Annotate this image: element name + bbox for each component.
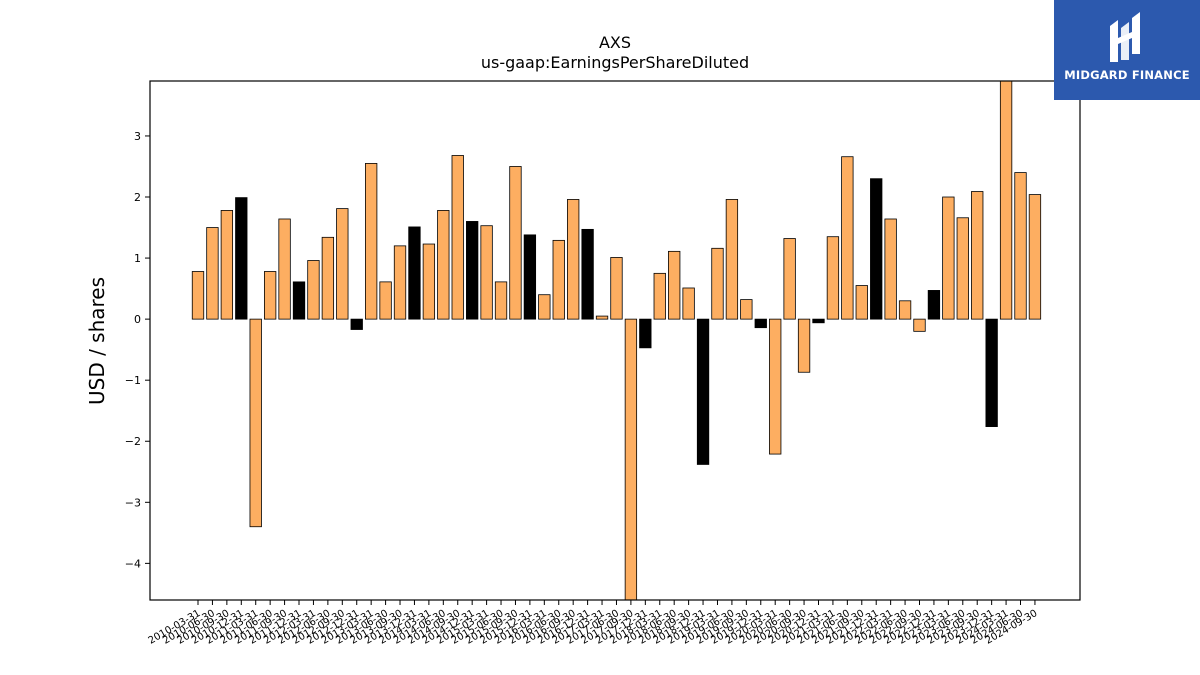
bar-2022-09-30: [913, 318, 926, 332]
bar-2019-03-31: [711, 247, 724, 320]
bar-2019-09-30: [740, 299, 753, 320]
bar-2010-12-31: [235, 197, 248, 320]
bar-2010-09-30: [220, 210, 234, 320]
bar-2023-09-30: [971, 191, 984, 320]
bar-2022-06-30: [898, 300, 912, 320]
bar-2020-09-30: [797, 318, 811, 373]
plot-frame: [149, 80, 1081, 601]
bar-2023-06-30: [956, 217, 969, 320]
midgard-logo-icon: [1110, 12, 1140, 62]
bar-2016-03-31: [538, 294, 551, 320]
bar-2014-09-30: [451, 155, 464, 320]
bar-2020-06-30: [783, 238, 796, 320]
bar-2018-03-31: [653, 272, 666, 320]
y-tick-label: −3: [125, 496, 141, 509]
bar-2021-06-30: [841, 156, 854, 320]
bar-2013-06-30: [379, 281, 392, 320]
bar-2011-06-30: [263, 271, 277, 320]
bar-2018-06-30: [668, 250, 681, 320]
bar-2023-03-31: [942, 196, 955, 320]
bar-2015-09-30: [509, 166, 522, 320]
bar-2010-06-30: [206, 227, 219, 320]
bar-2011-03-31: [249, 318, 262, 528]
bar-2021-12-31: [870, 178, 883, 320]
y-tick-label: 2: [134, 191, 141, 204]
bar-2012-06-30: [321, 236, 335, 320]
bar-2012-03-31: [307, 260, 320, 320]
bar-2014-06-30: [437, 210, 450, 320]
bar-2022-12-31: [927, 290, 941, 320]
y-tick-label: 0: [134, 313, 141, 326]
bar-2018-12-31: [696, 318, 710, 465]
y-tick-label: −2: [125, 435, 141, 448]
bar-2015-06-30: [494, 281, 508, 320]
brand-logo: MIDGARD FINANCE: [1054, 0, 1200, 100]
bar-2019-12-31: [754, 318, 767, 329]
y-tick-label: −1: [125, 374, 141, 387]
bar-2013-12-31: [408, 226, 421, 320]
bar-2024-06-30: [1014, 172, 1027, 320]
bar-2023-12-31: [985, 318, 998, 427]
y-tick-label: 1: [134, 252, 141, 265]
bar-2022-03-31: [884, 218, 897, 320]
bar-2012-09-30: [336, 208, 349, 320]
bar-2024-09-30: [1028, 194, 1042, 320]
bar-2019-06-30: [725, 199, 739, 320]
bar-2017-03-31: [595, 315, 609, 320]
bar-2013-09-30: [393, 245, 407, 320]
y-axis: −4 −3 −2 −1 0 1 2 3: [125, 130, 150, 570]
bar-2014-03-31: [422, 243, 436, 320]
bar-2020-03-31: [769, 318, 782, 455]
bar-2010-03-31: [191, 271, 205, 320]
chart-subtitle: us-gaap:EarningsPerShareDiluted: [481, 53, 749, 72]
bar-2016-12-31: [581, 228, 594, 320]
bar-2011-12-31: [292, 281, 306, 320]
bar-2016-06-30: [552, 239, 565, 320]
y-tick-label: 3: [134, 130, 141, 143]
brand-name: MIDGARD FINANCE: [1064, 68, 1190, 82]
bar-2021-03-31: [826, 236, 840, 320]
x-axis: 2010-03-312010-06-302010-09-302010-12-31…: [147, 600, 1039, 647]
bar-2017-06-30: [610, 257, 623, 320]
bar-2014-12-31: [466, 221, 479, 320]
bar-2011-09-30: [278, 218, 291, 320]
bar-2015-12-31: [523, 234, 537, 320]
bars-group: [191, 80, 1042, 601]
chart-title: AXS: [599, 33, 631, 52]
bar-2012-12-31: [350, 318, 363, 330]
y-tick-label: −4: [125, 557, 141, 570]
bar-2021-09-30: [855, 285, 868, 320]
bar-2013-03-31: [365, 163, 378, 320]
bar-2016-09-30: [567, 199, 580, 320]
bar-2024-03-31: [999, 80, 1013, 320]
bar-2017-12-31: [639, 318, 652, 349]
bar-2020-12-31: [812, 318, 825, 324]
y-axis-label: USD / shares: [85, 277, 109, 405]
bar-2018-09-30: [682, 287, 695, 320]
bar-2017-09-30: [624, 318, 638, 601]
bar-2015-03-31: [480, 225, 493, 320]
